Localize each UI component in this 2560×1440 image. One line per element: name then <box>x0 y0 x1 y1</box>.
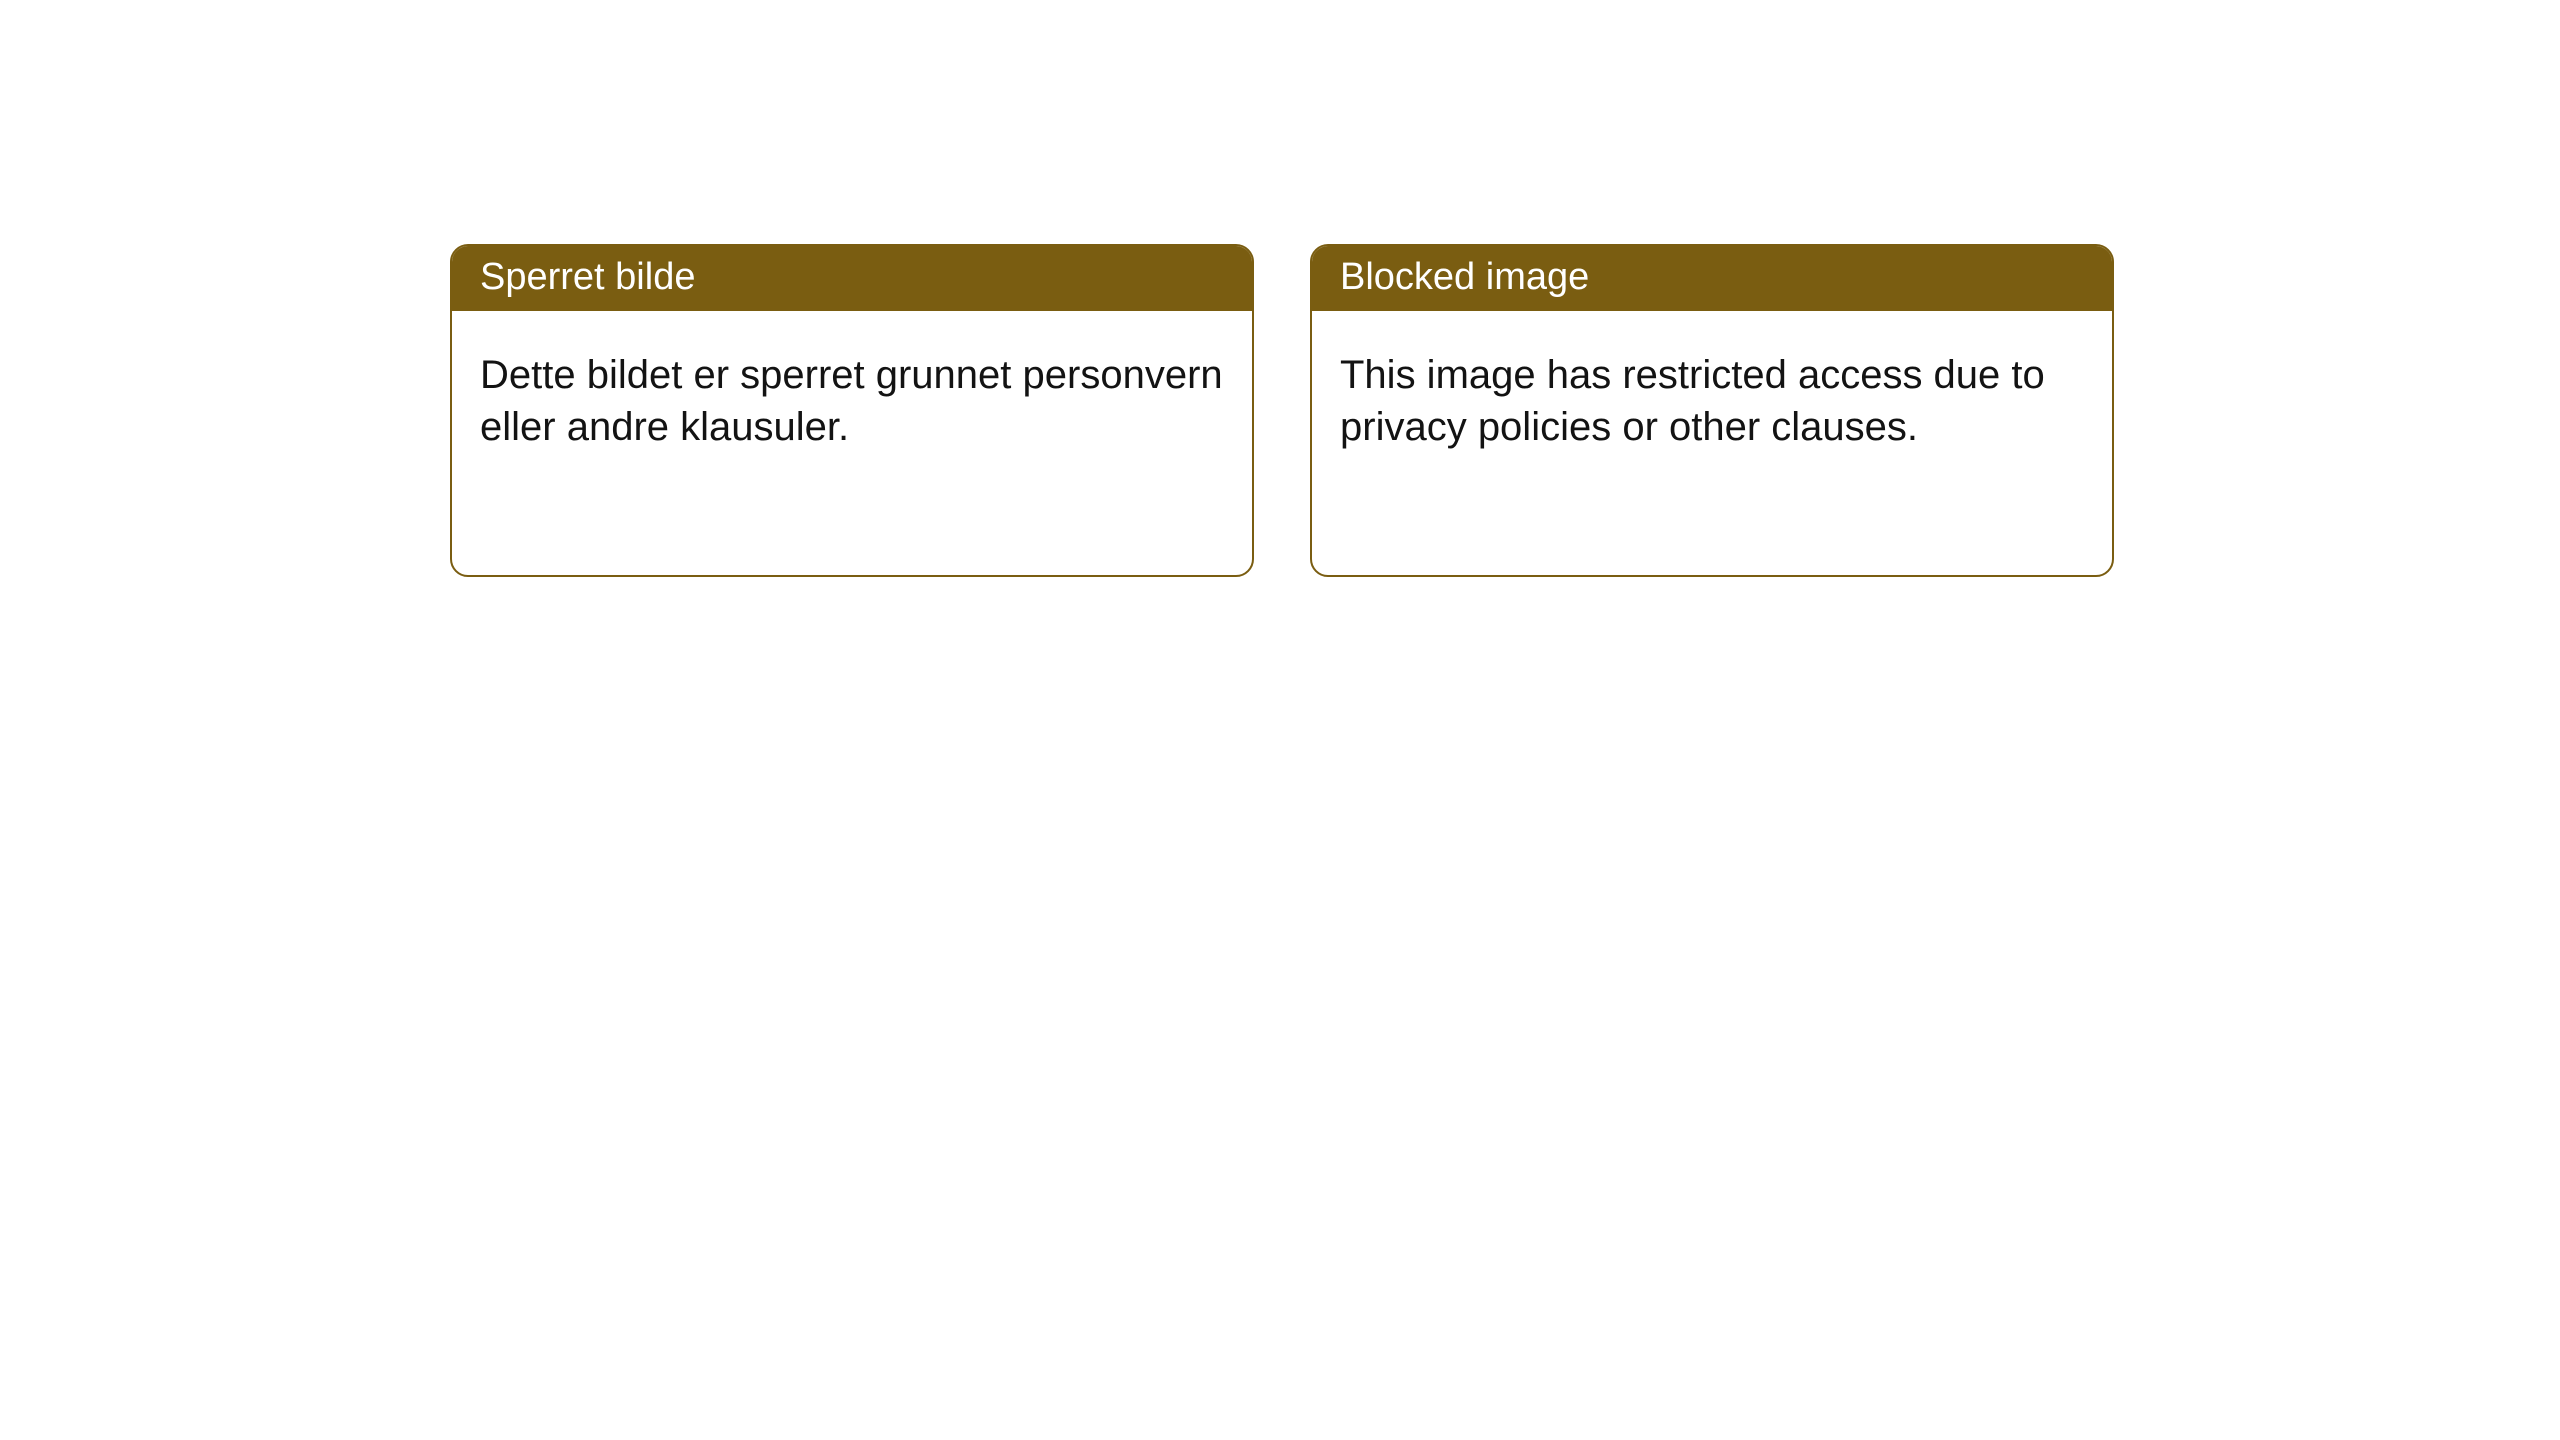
card-body-no: Dette bildet er sperret grunnet personve… <box>452 311 1252 481</box>
blocked-image-card-no: Sperret bilde Dette bildet er sperret gr… <box>450 244 1254 577</box>
card-body-en: This image has restricted access due to … <box>1312 311 2112 481</box>
card-header-en: Blocked image <box>1312 246 2112 311</box>
cards-container: Sperret bilde Dette bildet er sperret gr… <box>0 0 2560 577</box>
card-header-no: Sperret bilde <box>452 246 1252 311</box>
blocked-image-card-en: Blocked image This image has restricted … <box>1310 244 2114 577</box>
